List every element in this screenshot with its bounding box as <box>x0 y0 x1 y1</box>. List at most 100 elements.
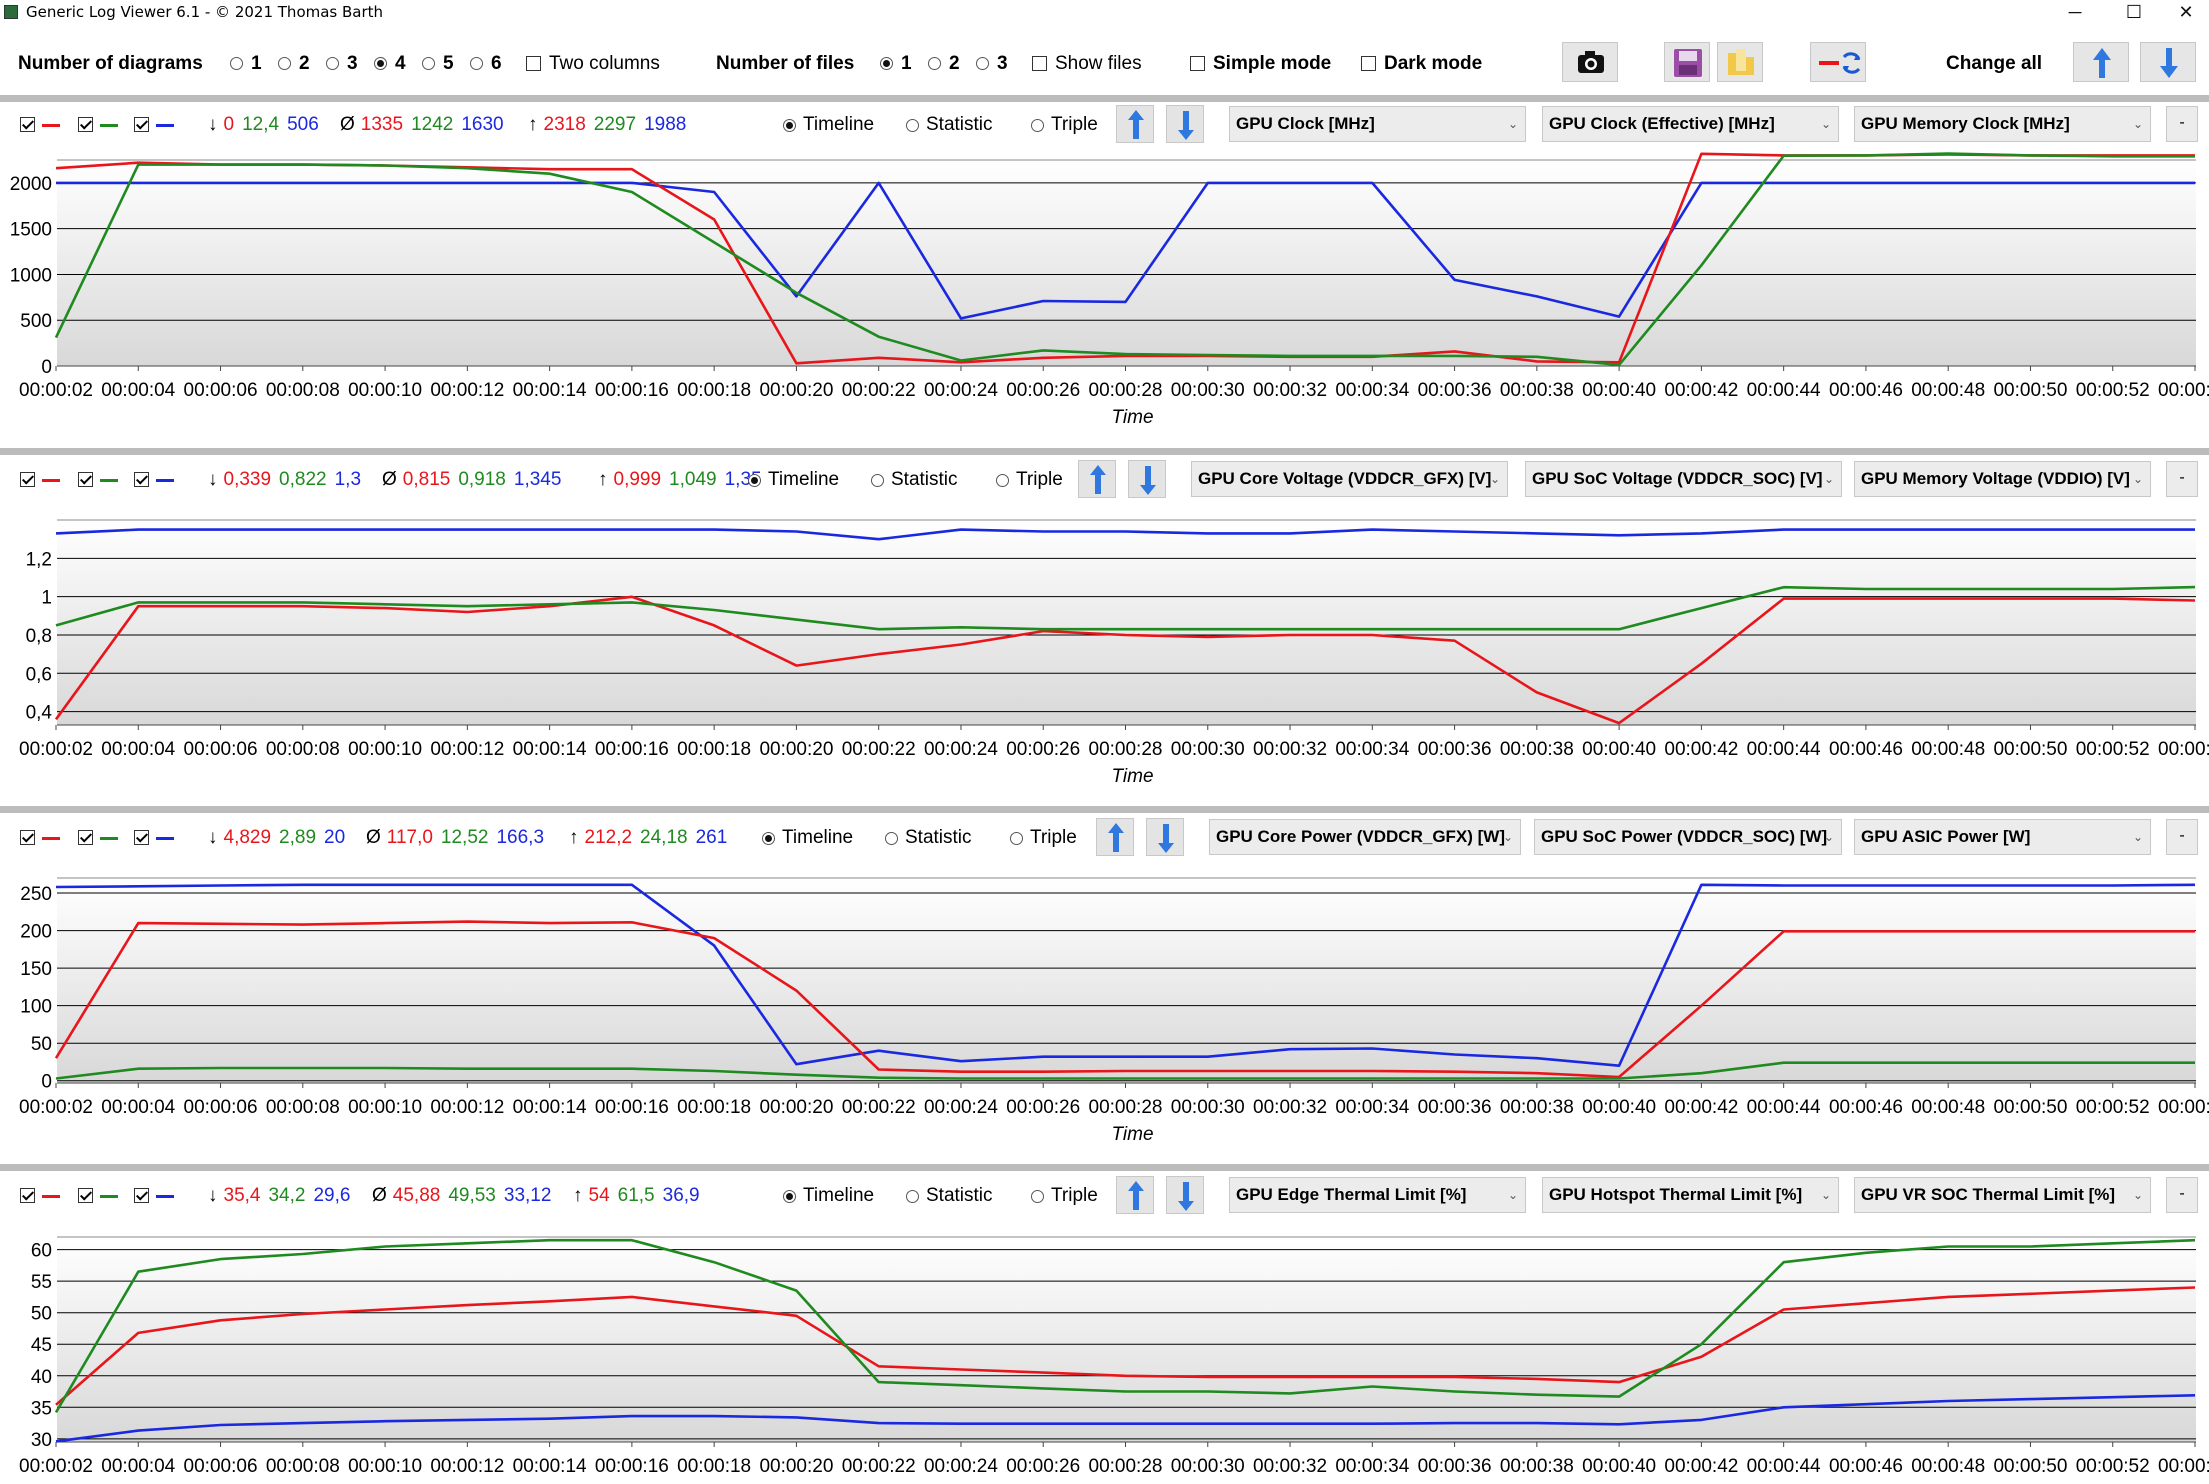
view-option-triple[interactable]: Triple <box>1031 114 1098 136</box>
series-color-swatch[interactable] <box>156 479 174 482</box>
series-visibility-checkbox[interactable] <box>134 472 149 487</box>
move-down-button[interactable] <box>1128 460 1166 498</box>
series-color-swatch[interactable] <box>156 124 174 127</box>
view-radio[interactable] <box>748 474 761 487</box>
view-option-statistic[interactable]: Statistic <box>906 114 993 136</box>
x-tick-label: 00:00:14 <box>513 1456 587 1477</box>
metric-select-1[interactable]: GPU Edge Thermal Limit [%] ⌄ <box>1229 1177 1526 1213</box>
show-files-checkbox[interactable] <box>1032 56 1047 71</box>
metric-select-3[interactable]: GPU Memory Clock [MHz] ⌄ <box>1854 106 2151 142</box>
series-visibility-checkbox[interactable] <box>20 472 35 487</box>
series-color-swatch[interactable] <box>100 124 118 127</box>
close-button[interactable]: ✕ <box>2178 2 2194 22</box>
metric-select-1[interactable]: GPU Clock [MHz] ⌄ <box>1229 106 1526 142</box>
arrow-down-icon <box>1178 111 1194 140</box>
view-radio[interactable] <box>783 119 796 132</box>
view-radio[interactable] <box>1031 1190 1044 1203</box>
files-radio-1[interactable] <box>880 57 893 70</box>
view-radio[interactable] <box>762 832 775 845</box>
move-down-all-button[interactable] <box>2140 42 2196 82</box>
view-option-timeline[interactable]: Timeline <box>783 1185 874 1207</box>
view-radio[interactable] <box>906 1190 919 1203</box>
minimize-button[interactable]: ─ <box>2068 2 2082 22</box>
diagrams-radio-2[interactable] <box>278 57 291 70</box>
view-option-timeline[interactable]: Timeline <box>748 469 839 491</box>
save-button[interactable] <box>1664 42 1710 82</box>
view-option-triple[interactable]: Triple <box>1031 1185 1098 1207</box>
series-color-swatch[interactable] <box>42 837 60 840</box>
series-visibility-checkbox[interactable] <box>134 1188 149 1203</box>
series-color-swatch[interactable] <box>100 837 118 840</box>
move-down-button[interactable] <box>1166 105 1204 143</box>
series-visibility-checkbox[interactable] <box>134 830 149 845</box>
view-radio[interactable] <box>996 474 1009 487</box>
diagrams-radio-1[interactable] <box>230 57 243 70</box>
move-down-button[interactable] <box>1146 818 1184 856</box>
remove-diagram-button[interactable]: - <box>2166 819 2198 855</box>
series-color-swatch[interactable] <box>156 1195 174 1198</box>
remove-diagram-button[interactable]: - <box>2166 1177 2198 1213</box>
series-visibility-checkbox[interactable] <box>20 1188 35 1203</box>
move-up-button[interactable] <box>1116 105 1154 143</box>
metric-select-3[interactable]: GPU ASIC Power [W] ⌄ <box>1854 819 2151 855</box>
files-radio-2[interactable] <box>928 57 941 70</box>
metric-select-2[interactable]: GPU SoC Voltage (VDDCR_SOC) [V] ⌄ <box>1525 461 1842 497</box>
view-radio[interactable] <box>1010 832 1023 845</box>
x-tick-label: 00:00:32 <box>1253 1456 1327 1477</box>
series-visibility-checkbox[interactable] <box>20 117 35 132</box>
open-folder-button[interactable] <box>1717 42 1763 82</box>
series-visibility-checkbox[interactable] <box>134 117 149 132</box>
move-down-button[interactable] <box>1166 1176 1204 1214</box>
series-color-swatch[interactable] <box>100 1195 118 1198</box>
move-up-button[interactable] <box>1116 1176 1154 1214</box>
series-visibility-checkbox[interactable] <box>20 830 35 845</box>
two-columns-checkbox[interactable] <box>526 56 541 71</box>
dark-mode-checkbox[interactable] <box>1361 56 1376 71</box>
diagrams-radio-4[interactable] <box>374 57 387 70</box>
metric-select-3[interactable]: GPU Memory Voltage (VDDIO) [V] ⌄ <box>1854 461 2151 497</box>
remove-diagram-button[interactable]: - <box>2166 461 2198 497</box>
view-option-statistic[interactable]: Statistic <box>885 827 972 849</box>
series-color-swatch[interactable] <box>156 837 174 840</box>
view-option-triple[interactable]: Triple <box>1010 827 1077 849</box>
series-visibility-checkbox[interactable] <box>78 117 93 132</box>
maximize-button[interactable]: ☐ <box>2125 2 2143 22</box>
diagrams-radio-3[interactable] <box>326 57 339 70</box>
stat-value: 1335 <box>360 114 404 135</box>
diagrams-radio-6[interactable] <box>470 57 483 70</box>
view-option-statistic[interactable]: Statistic <box>871 469 958 491</box>
view-radio[interactable] <box>783 1190 796 1203</box>
series-color-swatch[interactable] <box>100 479 118 482</box>
series-color-swatch[interactable] <box>42 479 60 482</box>
simple-mode-checkbox[interactable] <box>1190 56 1205 71</box>
swap-colors-button[interactable] <box>1810 42 1866 82</box>
view-option-timeline[interactable]: Timeline <box>762 827 853 849</box>
view-radio[interactable] <box>1031 119 1044 132</box>
metric-select-2[interactable]: GPU Hotspot Thermal Limit [%] ⌄ <box>1542 1177 1839 1213</box>
metric-select-1[interactable]: GPU Core Voltage (VDDCR_GFX) [V] ⌄ <box>1191 461 1508 497</box>
move-up-button[interactable] <box>1096 818 1134 856</box>
metric-select-1[interactable]: GPU Core Power (VDDCR_GFX) [W] ⌄ <box>1209 819 1521 855</box>
series-color-swatch[interactable] <box>42 124 60 127</box>
series-color-swatch[interactable] <box>42 1195 60 1198</box>
metric-select-2[interactable]: GPU Clock (Effective) [MHz] ⌄ <box>1542 106 1839 142</box>
move-up-button[interactable] <box>1078 460 1116 498</box>
view-option-statistic[interactable]: Statistic <box>906 1185 993 1207</box>
metric-select-2[interactable]: GPU SoC Power (VDDCR_SOC) [W] ⌄ <box>1534 819 1842 855</box>
minimum-values: ↓ 0 12,4 506 <box>208 114 327 136</box>
screenshot-button[interactable] <box>1562 42 1618 82</box>
x-axis-title: Time <box>1111 766 1153 787</box>
series-visibility-checkbox[interactable] <box>78 830 93 845</box>
view-option-timeline[interactable]: Timeline <box>783 114 874 136</box>
diagrams-radio-5[interactable] <box>422 57 435 70</box>
view-radio[interactable] <box>871 474 884 487</box>
view-radio[interactable] <box>885 832 898 845</box>
view-radio[interactable] <box>906 119 919 132</box>
metric-select-3[interactable]: GPU VR SOC Thermal Limit [%] ⌄ <box>1854 1177 2151 1213</box>
remove-diagram-button[interactable]: - <box>2166 106 2198 142</box>
series-visibility-checkbox[interactable] <box>78 1188 93 1203</box>
files-radio-3[interactable] <box>976 57 989 70</box>
view-option-triple[interactable]: Triple <box>996 469 1063 491</box>
move-up-all-button[interactable] <box>2073 42 2129 82</box>
series-visibility-checkbox[interactable] <box>78 472 93 487</box>
